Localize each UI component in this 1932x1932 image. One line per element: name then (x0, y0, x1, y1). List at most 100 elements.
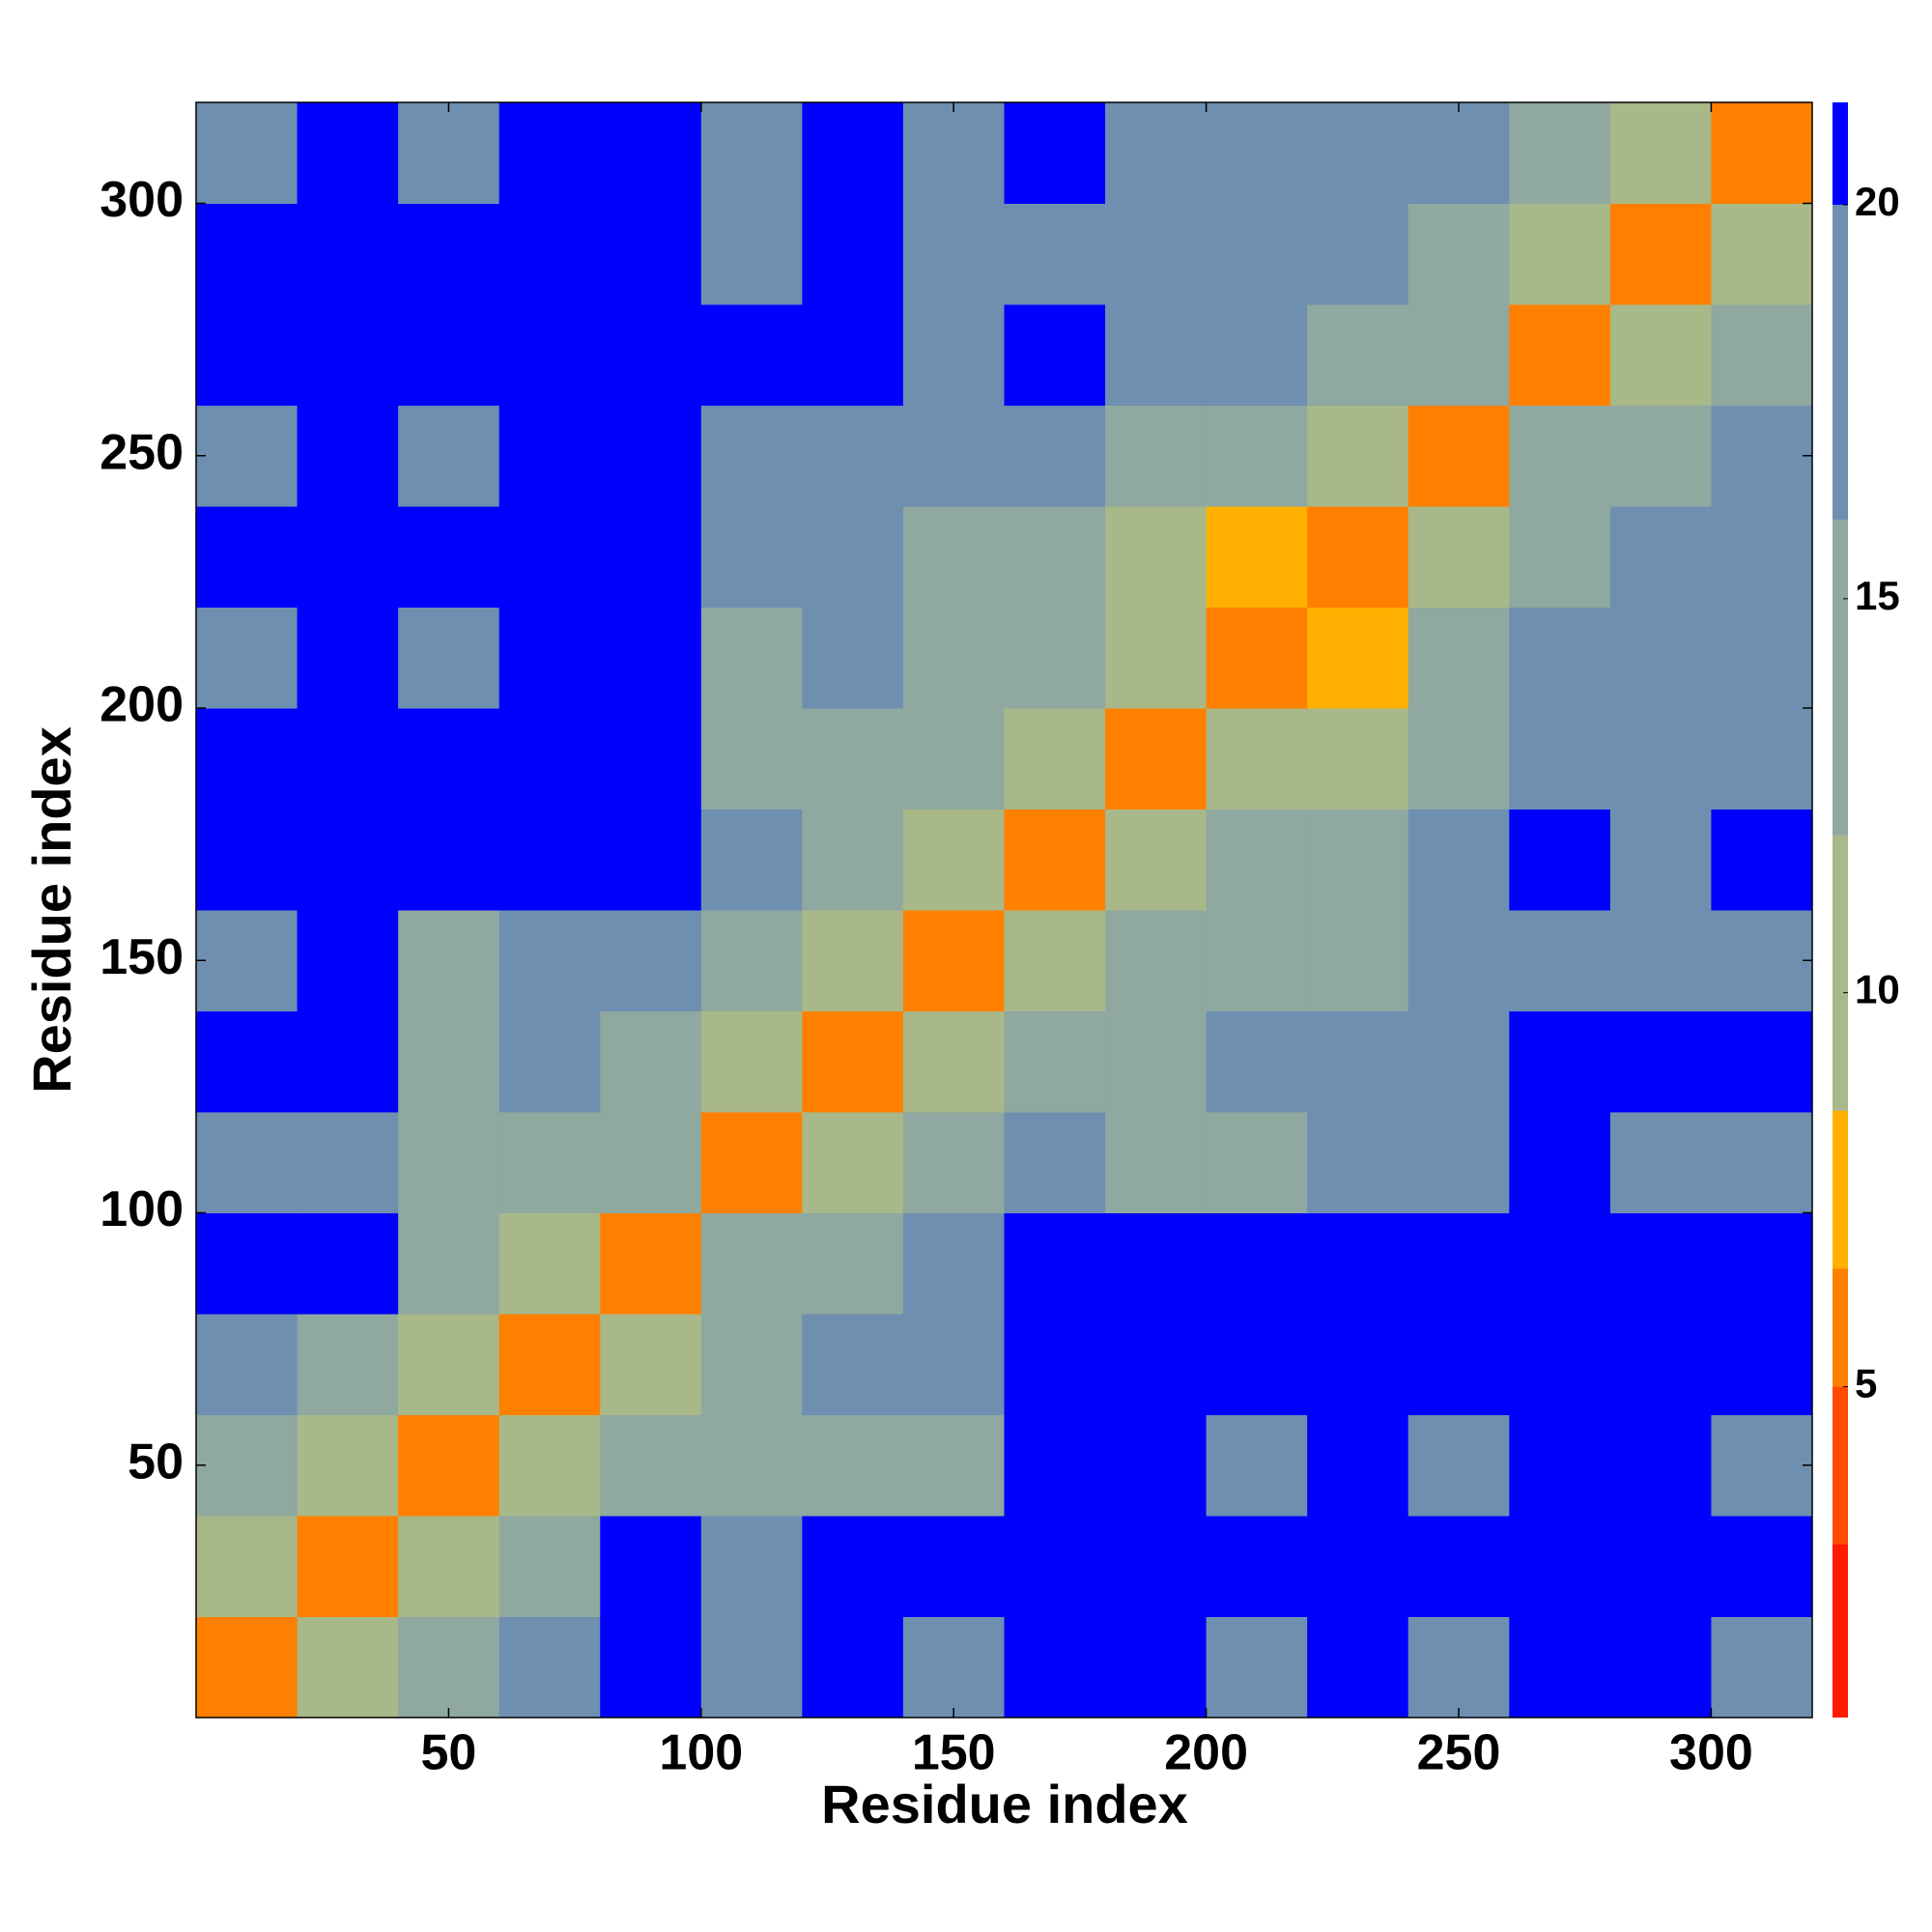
heatmap-cell (1407, 102, 1510, 204)
heatmap-cell (1004, 1112, 1106, 1213)
heatmap-cell (1004, 1414, 1106, 1517)
heatmap-cell (196, 1010, 298, 1113)
heatmap-cell (700, 910, 803, 1011)
y-tick-label: 200 (99, 677, 184, 733)
heatmap-cell (1004, 405, 1106, 507)
heatmap-cell (700, 1616, 803, 1719)
heatmap-cell (196, 809, 298, 911)
heatmap-cell (1307, 910, 1409, 1011)
heatmap-cell (196, 102, 298, 204)
heatmap-cell (1407, 1212, 1510, 1315)
heatmap-cell (1307, 1414, 1409, 1517)
heatmap-cell (498, 1616, 601, 1719)
heatmap-cell (1105, 607, 1208, 709)
heatmap-cell (1004, 1314, 1106, 1415)
heatmap-cell (1206, 102, 1308, 204)
heatmap-cell (1407, 1112, 1510, 1213)
heatmap-cell (1206, 910, 1308, 1011)
heatmap-cell (802, 1010, 904, 1113)
heatmap-cell (1609, 1010, 1712, 1113)
heatmap-cell (1307, 1616, 1409, 1719)
heatmap-cell (902, 506, 1005, 608)
heatmap-cell (1509, 1212, 1611, 1315)
heatmap-cell (1307, 304, 1409, 406)
heatmap-cell (902, 1414, 1005, 1517)
heatmap-cell (1206, 405, 1308, 507)
heatmap-cell (700, 1314, 803, 1415)
heatmap-cell (1004, 102, 1106, 204)
y-tick-label: 100 (99, 1181, 184, 1237)
x-tick-label: 250 (1417, 1725, 1501, 1781)
heatmap-cell (1407, 607, 1510, 709)
heatmap-cell (1609, 1112, 1712, 1213)
heatmap-cell (1711, 1414, 1813, 1517)
heatmap-cell (1609, 405, 1712, 507)
heatmap-cell (1711, 304, 1813, 406)
heatmap-cell (700, 203, 803, 305)
heatmap-cell (297, 1516, 399, 1617)
heatmap-cell (600, 203, 702, 305)
heatmap-cell (398, 102, 500, 204)
x-tick-label: 200 (1164, 1725, 1248, 1781)
heatmap-cell (600, 607, 702, 709)
heatmap-cell (196, 1212, 298, 1315)
x-tick-label: 150 (912, 1725, 996, 1781)
heatmap-cell (498, 809, 601, 911)
heatmap-cell (1307, 203, 1409, 305)
heatmap-cell (1509, 607, 1611, 709)
heatmap-cell (1105, 1314, 1208, 1415)
heatmap-cell (498, 910, 601, 1011)
heatmap-cell (802, 1616, 904, 1719)
heatmap-cell (1407, 1516, 1510, 1617)
heatmap-cell (1407, 910, 1510, 1011)
heatmap-cell (398, 1212, 500, 1315)
heatmap-cell (902, 1112, 1005, 1213)
heatmap-cell (1004, 304, 1106, 406)
heatmap-cell (600, 102, 702, 204)
y-tick-label: 250 (99, 424, 184, 480)
heatmap-cell (498, 102, 601, 204)
heatmap-cell (1004, 607, 1106, 709)
heatmap-cell (1307, 1314, 1409, 1415)
heatmap-cell (1711, 506, 1813, 608)
plot-frame (195, 101, 1813, 1719)
heatmap-cell (297, 102, 399, 204)
heatmap-cell (802, 1414, 904, 1517)
heatmap-cell (498, 1212, 601, 1315)
heatmap-cell (398, 1516, 500, 1617)
heatmap-cell (297, 1112, 399, 1213)
heatmap-cell (1509, 1414, 1611, 1517)
heatmap-cell (1004, 1616, 1106, 1719)
heatmap-cell (398, 910, 500, 1011)
heatmap-cell (398, 203, 500, 305)
heatmap-cell (1609, 1616, 1712, 1719)
colorbar-tick-label: 10 (1855, 967, 1900, 1012)
heatmap-cell (802, 708, 904, 810)
colorbar-band (1833, 102, 1848, 206)
heatmap-cell (600, 809, 702, 911)
heatmap-cell (1004, 203, 1106, 305)
heatmap-cell (196, 607, 298, 709)
heatmap-cell (1004, 1212, 1106, 1315)
heatmap-cell (1004, 708, 1106, 810)
heatmap-cell (700, 405, 803, 507)
heatmap-cell (196, 708, 298, 810)
heatmap-cell (1004, 506, 1106, 608)
heatmap-cell (1206, 1516, 1308, 1617)
heatmap-cell (398, 1010, 500, 1113)
heatmap-cell (700, 809, 803, 911)
heatmap-cell (498, 1414, 601, 1517)
heatmap-cell (498, 1516, 601, 1617)
heatmap-cell (297, 1212, 399, 1315)
heatmap-cell (1206, 1314, 1308, 1415)
heatmap-cell (802, 607, 904, 709)
colorbar-band (1833, 1110, 1848, 1269)
heatmap-cell (1711, 1112, 1813, 1213)
colorbar-tick-label: 15 (1855, 573, 1900, 618)
heatmap-cell (1105, 405, 1208, 507)
heatmap-cell (297, 1314, 399, 1415)
y-tick-label: 300 (99, 172, 184, 228)
heatmap-cell (902, 910, 1005, 1011)
heatmap-cell (1407, 304, 1510, 406)
heatmap-cell (1105, 910, 1208, 1011)
